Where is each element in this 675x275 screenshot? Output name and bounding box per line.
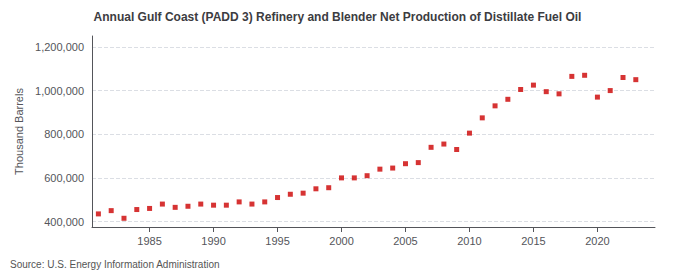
- svg-text:1985: 1985: [137, 235, 161, 247]
- svg-text:2020: 2020: [585, 235, 609, 247]
- svg-text:Source: U.S. Energy Informatio: Source: U.S. Energy Information Administ…: [10, 259, 220, 270]
- svg-text:1990: 1990: [201, 235, 225, 247]
- svg-text:1,000,000: 1,000,000: [35, 85, 84, 97]
- svg-text:2005: 2005: [393, 235, 417, 247]
- svg-text:2010: 2010: [457, 235, 481, 247]
- svg-text:800,000: 800,000: [44, 128, 84, 140]
- svg-text:1,200,000: 1,200,000: [35, 41, 84, 53]
- svg-text:2015: 2015: [521, 235, 545, 247]
- svg-text:Thousand Barrels: Thousand Barrels: [13, 88, 25, 175]
- svg-text:600,000: 600,000: [44, 172, 84, 184]
- svg-text:2000: 2000: [329, 235, 353, 247]
- svg-text:400,000: 400,000: [44, 216, 84, 228]
- svg-text:Annual Gulf Coast (PADD 3) Ref: Annual Gulf Coast (PADD 3) Refinery and …: [94, 10, 582, 24]
- svg-text:1995: 1995: [265, 235, 289, 247]
